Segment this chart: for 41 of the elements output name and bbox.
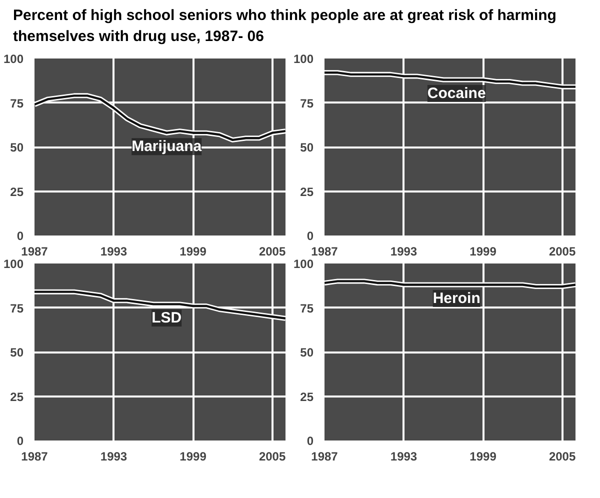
y-tick-label: 75 [300,301,314,316]
y-tick-label: 100 [293,52,314,66]
y-tick-label: 25 [300,390,314,404]
x-tick-label: 1987 [311,449,338,464]
y-tick-label: 25 [10,390,24,404]
y-tick-label: 100 [3,52,24,66]
x-tick-label: 2005 [258,244,286,258]
y-tick-label: 0 [306,228,314,243]
y-tick-label: 0 [306,434,314,448]
y-tick-label: 100 [3,256,24,271]
x-tick-label: 1999 [470,449,497,464]
y-tick-label: 25 [300,184,314,199]
y-tick-label: 75 [10,301,24,316]
y-tick-label: 75 [300,96,314,110]
chart-title: Percent of high school seniors who think people are at great risk of harming themselves with drug use, 1987- 06 [13,7,556,46]
x-tick-label: 1999 [470,244,497,258]
x-tick-label: 1987 [21,244,48,258]
x-tick-label: 1999 [180,244,207,258]
series-label: Cocaine [427,84,486,102]
series-label: Heroin [432,290,480,307]
x-tick-label: 1999 [180,449,207,464]
y-tick-label: 50 [300,345,314,360]
x-tick-label: 1987 [311,244,338,258]
series-label: LSD [152,309,182,326]
x-tick-label: 2005 [548,449,576,464]
x-tick-label: 1993 [390,449,418,464]
x-tick-label: 2005 [548,244,576,258]
y-tick-label: 75 [10,96,24,110]
y-tick-label: 25 [10,184,24,199]
y-tick-label: 0 [16,434,24,448]
x-tick-label: 1993 [390,244,418,258]
y-tick-label: 50 [10,345,24,360]
x-tick-label: 1993 [100,449,128,464]
x-tick-label: 1993 [100,244,128,258]
y-tick-label: 0 [16,228,24,243]
x-tick-label: 1987 [21,449,48,464]
x-tick-label: 2005 [258,449,286,464]
y-tick-label: 50 [300,140,314,154]
y-tick-label: 50 [10,140,24,154]
series-label: Marijuana [132,138,202,155]
y-tick-label: 100 [293,256,314,271]
